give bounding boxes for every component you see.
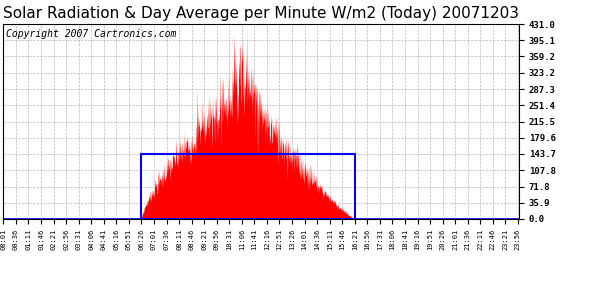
Title: Solar Radiation & Day Average per Minute W/m2 (Today) 20071203: Solar Radiation & Day Average per Minute…	[3, 6, 519, 21]
Bar	[142, 154, 355, 219]
Text: Copyright 2007 Cartronics.com: Copyright 2007 Cartronics.com	[5, 29, 176, 39]
